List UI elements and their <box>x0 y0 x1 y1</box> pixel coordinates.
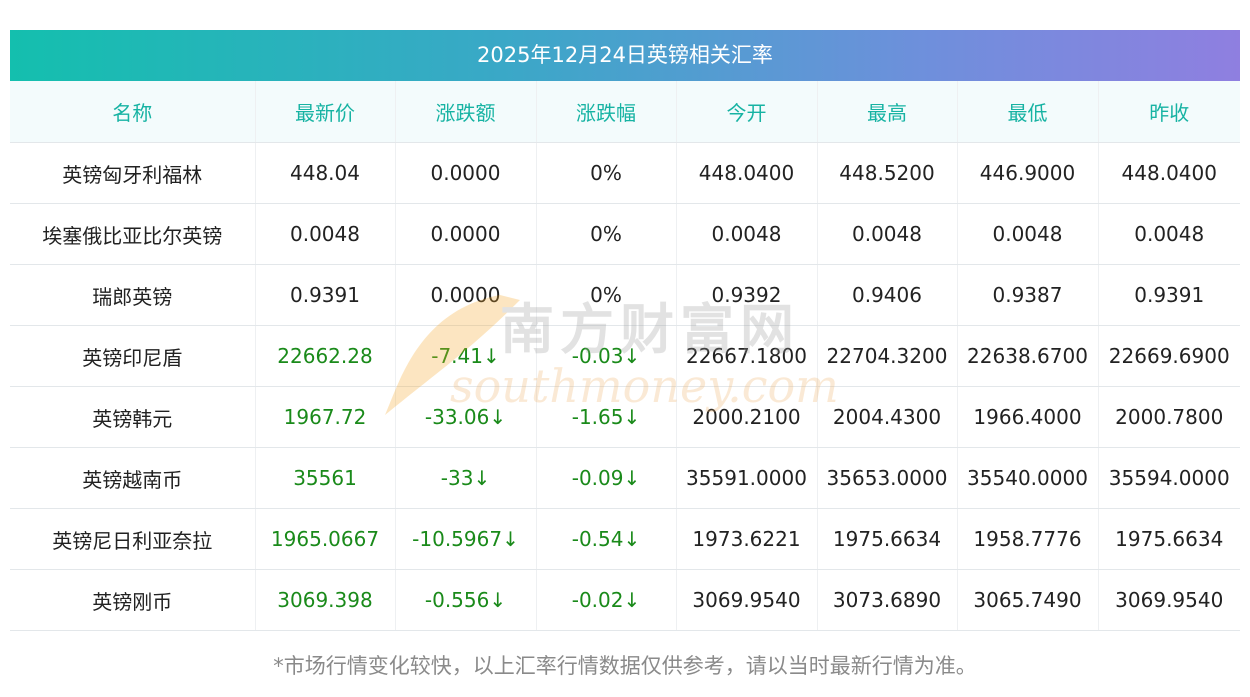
cell-latest: 22662.28 <box>255 325 396 387</box>
cell-change-pct: 0% <box>536 264 677 326</box>
cell-open: 2000.2100 <box>676 386 818 448</box>
cell-name: 英镑匈牙利福林 <box>10 142 256 204</box>
cell-name: 瑞郎英镑 <box>10 264 256 326</box>
header-open: 今开 <box>676 81 818 143</box>
cell-latest: 1967.72 <box>255 386 396 448</box>
cell-low: 1958.7776 <box>957 508 1099 570</box>
header-prev-close: 昨收 <box>1098 81 1240 143</box>
cell-change: -33.06↓ <box>395 386 537 448</box>
disclaimer-footnote: *市场行情变化较快，以上汇率行情数据仅供参考，请以当时最新行情为准。 <box>273 654 977 678</box>
cell-high: 448.5200 <box>817 142 958 204</box>
cell-prev-close: 0.0048 <box>1098 203 1240 265</box>
table-row: 英镑刚币 3069.398 -0.556↓ -0.02↓ 3069.9540 3073.6… <box>10 569 1240 631</box>
table-title: 2025年12月24日英镑相关汇率 <box>10 30 1240 81</box>
cell-open: 35591.0000 <box>676 447 818 509</box>
cell-prev-close: 22669.6900 <box>1098 325 1240 387</box>
cell-change: -33↓ <box>395 447 537 509</box>
cell-prev-close: 0.9391 <box>1098 264 1240 326</box>
table-header-row: 名称 最新价 涨跌额 涨跌幅 今开 最高 最低 昨收 <box>10 81 1240 143</box>
cell-open: 22667.1800 <box>676 325 818 387</box>
cell-high: 35653.0000 <box>817 447 958 509</box>
cell-change: 0.0000 <box>395 203 537 265</box>
cell-change: -7.41↓ <box>395 325 537 387</box>
cell-low: 3065.7490 <box>957 569 1099 631</box>
header-name: 名称 <box>10 81 256 143</box>
table-row: 英镑越南币 35561 -33↓ -0.09↓ 35591.0000 35653.0000… <box>10 447 1240 509</box>
cell-latest: 3069.398 <box>255 569 396 631</box>
table-row: 埃塞俄比亚比尔英镑 0.0048 0.0000 0% 0.0048 0.0048 0.004… <box>10 203 1240 265</box>
cell-low: 446.9000 <box>957 142 1099 204</box>
table-row: 英镑尼日利亚奈拉 1965.0667 -10.5967↓ -0.54↓ 1973.622… <box>10 508 1240 570</box>
cell-name: 英镑尼日利亚奈拉 <box>10 508 256 570</box>
cell-change: 0.0000 <box>395 264 537 326</box>
cell-high: 22704.3200 <box>817 325 958 387</box>
cell-open: 1973.6221 <box>676 508 818 570</box>
cell-change: -0.556↓ <box>395 569 537 631</box>
cell-high: 3073.6890 <box>817 569 958 631</box>
cell-prev-close: 35594.0000 <box>1098 447 1240 509</box>
header-change: 涨跌额 <box>395 81 537 143</box>
cell-latest: 0.0048 <box>255 203 396 265</box>
cell-change: -10.5967↓ <box>395 508 537 570</box>
cell-latest: 448.04 <box>255 142 396 204</box>
cell-low: 0.9387 <box>957 264 1099 326</box>
table-row: 英镑匈牙利福林 448.04 0.0000 0% 448.0400 448.5200 446… <box>10 142 1240 204</box>
cell-change-pct: -0.54↓ <box>536 508 677 570</box>
cell-name: 英镑韩元 <box>10 386 256 448</box>
cell-high: 1975.6634 <box>817 508 958 570</box>
cell-change-pct: 0% <box>536 203 677 265</box>
table-row: 瑞郎英镑 0.9391 0.0000 0% 0.9392 0.9406 0.9387 0.93… <box>10 264 1240 326</box>
table-row: 英镑印尼盾 22662.28 -7.41↓ -0.03↓ 22667.1800 22704… <box>10 325 1240 387</box>
cell-open: 0.9392 <box>676 264 818 326</box>
exchange-rate-table: 名称 最新价 涨跌额 涨跌幅 今开 最高 最低 昨收 英镑匈牙利福林 448.04… <box>10 81 1240 631</box>
cell-high: 0.0048 <box>817 203 958 265</box>
cell-change-pct: -0.03↓ <box>536 325 677 387</box>
cell-low: 35540.0000 <box>957 447 1099 509</box>
cell-name: 英镑刚币 <box>10 569 256 631</box>
cell-latest: 0.9391 <box>255 264 396 326</box>
cell-open: 3069.9540 <box>676 569 818 631</box>
cell-high: 0.9406 <box>817 264 958 326</box>
table-row: 英镑韩元 1967.72 -33.06↓ -1.65↓ 2000.2100 2004.43… <box>10 386 1240 448</box>
cell-prev-close: 3069.9540 <box>1098 569 1240 631</box>
cell-low: 22638.6700 <box>957 325 1099 387</box>
cell-name: 英镑印尼盾 <box>10 325 256 387</box>
cell-latest: 1965.0667 <box>255 508 396 570</box>
cell-latest: 35561 <box>255 447 396 509</box>
header-change-pct: 涨跌幅 <box>536 81 677 143</box>
cell-low: 0.0048 <box>957 203 1099 265</box>
cell-change: 0.0000 <box>395 142 537 204</box>
cell-change-pct: -1.65↓ <box>536 386 677 448</box>
cell-change-pct: -0.09↓ <box>536 447 677 509</box>
rate-table-container: 2025年12月24日英镑相关汇率 名称 最新价 涨跌额 涨跌幅 今开 最高 最… <box>10 30 1240 631</box>
header-low: 最低 <box>957 81 1099 143</box>
cell-low: 1966.4000 <box>957 386 1099 448</box>
cell-high: 2004.4300 <box>817 386 958 448</box>
header-high: 最高 <box>817 81 958 143</box>
cell-change-pct: -0.02↓ <box>536 569 677 631</box>
cell-prev-close: 448.0400 <box>1098 142 1240 204</box>
cell-change-pct: 0% <box>536 142 677 204</box>
header-latest: 最新价 <box>255 81 396 143</box>
cell-prev-close: 1975.6634 <box>1098 508 1240 570</box>
cell-open: 448.0400 <box>676 142 818 204</box>
cell-prev-close: 2000.7800 <box>1098 386 1240 448</box>
cell-name: 英镑越南币 <box>10 447 256 509</box>
cell-open: 0.0048 <box>676 203 818 265</box>
cell-name: 埃塞俄比亚比尔英镑 <box>10 203 256 265</box>
